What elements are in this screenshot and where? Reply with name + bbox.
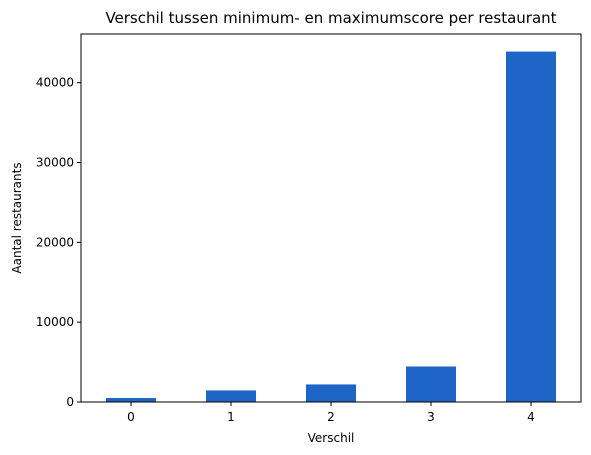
bar-3 — [406, 366, 456, 402]
x-tick-label: 2 — [327, 410, 335, 424]
bar-0 — [106, 398, 156, 402]
bar-4 — [506, 51, 556, 402]
x-tick-label: 3 — [427, 410, 435, 424]
chart-title: Verschil tussen minimum- en maximumscore… — [105, 9, 556, 27]
x-tick-label: 0 — [127, 410, 135, 424]
x-tick-label: 1 — [227, 410, 235, 424]
y-tick-label: 30000 — [36, 156, 74, 170]
y-axis-ticks: 0 10000 20000 30000 40000 — [36, 76, 81, 409]
plot-frame — [80, 33, 582, 403]
y-axis-label: Aantal restaurants — [10, 162, 24, 273]
x-axis-label: Verschil — [308, 431, 355, 445]
y-tick-label: 40000 — [36, 76, 74, 90]
y-tick-label: 10000 — [36, 315, 74, 329]
bar-2 — [306, 384, 356, 402]
y-tick-label: 20000 — [36, 235, 74, 249]
bar-1 — [206, 390, 256, 402]
bars-group — [106, 51, 556, 402]
x-tick-label: 4 — [527, 410, 535, 424]
x-axis-ticks: 0 1 2 3 4 — [127, 402, 535, 424]
y-tick-label: 0 — [66, 395, 74, 409]
